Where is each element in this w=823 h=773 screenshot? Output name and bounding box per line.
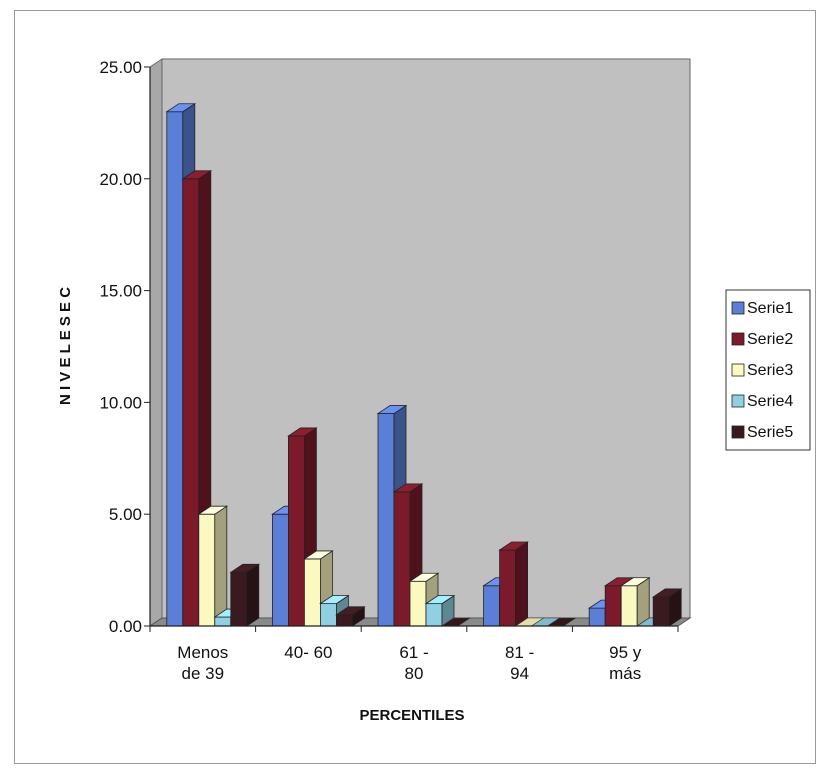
bar-top [424,595,456,605]
x-tick-label: Menos de 39 [177,643,228,683]
bar-top [376,405,408,414]
bar-top [181,170,213,180]
y-axis: 0.00 5.00 10.00 15.00 20.00 25.00 [99,58,151,636]
bar-front [214,616,232,627]
legend-label: Serie2 [747,331,793,348]
bar-top [165,103,197,113]
bar-front [425,603,443,627]
bar-front [604,585,622,627]
legend-swatch [731,301,745,315]
y-tick-label: 25.00 [99,58,142,77]
bar-top [498,541,529,551]
bar-top [408,572,440,582]
bar-front [230,571,248,627]
legend-label: Serie5 [747,424,793,441]
bar-top [335,606,366,616]
bar-top [197,505,229,515]
legend-item: Serie3 [731,362,793,379]
bar-top [303,550,334,560]
x-axis-title: PERCENTILES [359,707,464,724]
bar-top [651,588,683,598]
bar-serie5 [229,563,261,627]
side-wall [149,58,163,627]
bar-serie4 [424,594,456,627]
bar-top [287,427,318,437]
y-tick-label: 20.00 [99,170,142,189]
legend: Serie1 Serie2 Serie3 Serie4 Serie5 [725,289,811,451]
bar-front [182,178,200,627]
y-tick-label: 15.00 [99,282,142,301]
bar-front [483,585,501,627]
bar-front [620,585,638,627]
bar-serie5 [335,606,366,627]
bar-front [588,607,606,627]
bar-side [246,563,260,627]
bar-front [303,558,321,627]
bar-serie5 [651,588,683,627]
bar-serie3 [197,505,229,627]
bar-front [319,603,337,627]
bar-top [229,563,261,573]
legend-item: Serie4 [731,393,793,410]
bar-front [198,513,216,627]
bar-front [377,413,395,627]
bar-side [214,505,228,627]
bar-top [392,483,424,493]
legend-item: Serie5 [731,424,793,441]
bar-front [409,580,427,627]
y-axis-title: N I V E L E S E C [57,287,74,405]
legend-item: Serie2 [731,331,793,348]
bar-front [652,596,670,627]
x-tick-label: 61 -80 [399,643,428,683]
bar-front [166,111,184,627]
legend-label: Serie1 [747,300,793,317]
bar-top [619,577,651,587]
legend-label: Serie4 [747,393,793,410]
legend-swatch [731,425,745,439]
bar-side [515,541,528,627]
legend-swatch [731,394,745,408]
x-tick-label: 40- 60 [284,643,332,662]
bar-serie2 [498,541,529,627]
bar-front [499,549,517,627]
legend-item: Serie1 [731,300,793,317]
bar-front [271,513,289,627]
bar-serie3 [619,577,651,627]
legend-swatch [731,332,745,346]
y-tick-label: 5.00 [109,505,142,524]
legend-swatch [731,363,745,377]
bar-front [287,435,305,627]
bar-front [335,614,353,627]
legend-label: Serie3 [747,362,793,379]
x-tick-label: 95 y más [609,643,642,683]
bar-front [393,491,411,627]
back-wall [161,58,691,619]
y-tick-label: 0.00 [109,617,142,636]
y-tick-label: 10.00 [99,393,142,412]
x-axis: Menos de 39 40- 60 61 -80 81 -94 95 y más [149,625,679,683]
x-tick-label: 81 -94 [505,643,534,683]
bar-top [319,595,350,605]
